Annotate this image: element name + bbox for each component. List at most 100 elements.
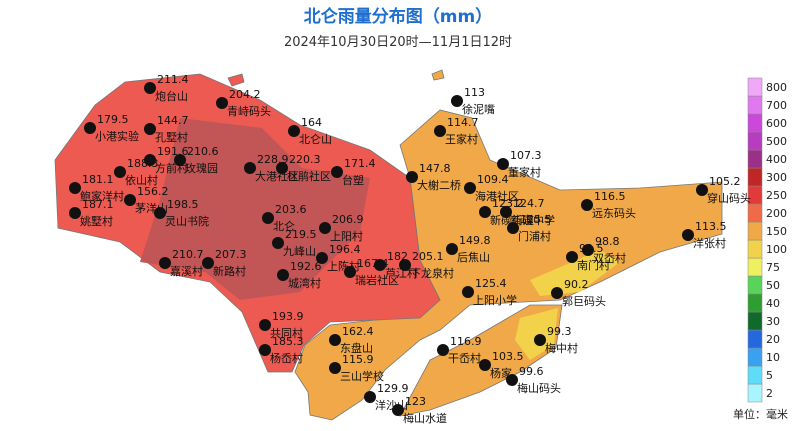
station-value: 124.7 <box>513 197 545 210</box>
station-dot <box>316 252 328 264</box>
station-value: 204.2 <box>229 88 261 101</box>
legend-label: 40 <box>766 297 780 310</box>
legend: 2 5 10 20 30 40 50 75 100 150 200 250 300 400 500 600 70… <box>747 77 787 403</box>
legend-swatch <box>747 239 763 259</box>
islet <box>227 73 245 87</box>
station-dot <box>244 162 256 174</box>
station-name: 依山村 <box>125 173 158 187</box>
station-name: 后焦山 <box>457 251 490 264</box>
station-name: 下龙泉村 <box>410 266 454 280</box>
station-dot <box>566 251 578 263</box>
legend-label: 300 <box>766 171 787 184</box>
station-value: 196.4 <box>329 243 361 256</box>
legend-swatch <box>747 131 763 151</box>
legend-swatch <box>747 203 763 223</box>
station-value: 123.2 <box>492 197 524 210</box>
station-dot <box>406 171 418 183</box>
station-dot <box>277 269 289 281</box>
station-dot <box>319 222 331 234</box>
station-name: 大港社区 <box>255 169 299 183</box>
region-dark <box>140 118 370 300</box>
station-name: 上阳村 <box>330 229 363 243</box>
station-name: 杜鹃社区 <box>287 169 331 183</box>
station-dot <box>507 222 519 234</box>
station-name: 玫瑰园 <box>185 161 218 175</box>
station-value: 105.2 <box>709 175 741 188</box>
station-dot <box>479 206 491 218</box>
station-dot <box>259 319 271 331</box>
unit-label: 单位：毫米 <box>733 407 788 421</box>
station-name: 灵山书院 <box>165 214 209 228</box>
station-value: 149.8 <box>459 234 491 247</box>
legend-swatch <box>747 77 763 97</box>
station-dot <box>551 287 563 299</box>
region-yellow <box>530 250 620 296</box>
station-name: 九峰山 <box>283 245 316 258</box>
station-value: 210.6 <box>187 145 219 158</box>
station-name: 三山学校 <box>340 369 384 383</box>
legend-label: 700 <box>766 99 787 112</box>
station-name: 小港实验 <box>95 129 139 143</box>
subtitle: 2024年10月30日20时—11月1日12时 <box>284 35 512 50</box>
station-name: 梅山码头 <box>517 381 561 395</box>
station-dot <box>154 207 166 219</box>
legend-label: 500 <box>766 135 787 148</box>
station-dot <box>682 229 694 241</box>
station-dot <box>451 95 463 107</box>
station-name: 嘉溪村 <box>170 264 203 278</box>
station-dot <box>272 237 284 249</box>
station-name: 徐泥嘴 <box>462 102 495 116</box>
station-value: 193.9 <box>272 310 304 323</box>
station-value: 187.1 <box>82 198 114 211</box>
station-dot <box>114 166 126 178</box>
station-value: 113 <box>464 86 485 99</box>
station-name: 台塑 <box>342 173 364 187</box>
station-value: 125.4 <box>475 277 507 290</box>
station-name: 新碶中学 <box>511 213 555 227</box>
legend-swatch <box>747 275 763 295</box>
legend-label: 2 <box>766 387 773 400</box>
station-dot <box>696 184 708 196</box>
station-name: 洋张村 <box>693 236 726 250</box>
station-dot <box>437 344 449 356</box>
legend-swatch <box>747 383 763 403</box>
legend-swatch <box>747 221 763 241</box>
station-dot <box>506 374 518 386</box>
land <box>54 69 723 421</box>
legend-label: 200 <box>766 207 787 220</box>
station-value: 109.4 <box>477 173 509 186</box>
station-name: 青峙码头 <box>227 104 271 118</box>
station-name: 东盘山 <box>340 341 373 355</box>
station-name: 梅中村 <box>545 341 578 355</box>
station-dot <box>479 359 491 371</box>
station-dot <box>144 154 156 166</box>
legend-label: 5 <box>766 369 773 382</box>
station-dot <box>500 206 512 218</box>
station-dot <box>124 194 136 206</box>
legend-label: 30 <box>766 315 780 328</box>
station-name: 干岙村 <box>448 351 481 365</box>
station-value: 90.2 <box>564 278 589 291</box>
legend-swatch <box>747 365 763 385</box>
station-dot <box>216 97 228 109</box>
legend-label: 75 <box>766 261 780 274</box>
station-value: 99.5 <box>579 242 604 255</box>
station-value: 192.6 <box>290 260 322 273</box>
station-dot <box>202 257 214 269</box>
station-dot <box>276 162 288 174</box>
station-dot <box>399 259 411 271</box>
station-dot <box>159 257 171 269</box>
station-name: 远东码头 <box>592 207 636 220</box>
station-dot <box>84 122 96 134</box>
station-value: 164 <box>301 116 322 129</box>
station-name: 穿山码头 <box>707 191 751 205</box>
station-value: 99.6 <box>519 365 544 378</box>
station-value: 171.4 <box>344 157 376 170</box>
station-name: 新路村 <box>213 264 246 278</box>
station-name: 双岙村 <box>593 251 626 265</box>
legend-swatch <box>747 347 763 367</box>
legend-label: 250 <box>766 189 787 202</box>
station-name: 郭巨码头 <box>562 295 606 308</box>
station-value: 99.3 <box>547 325 572 338</box>
station-value: 116.5 <box>594 190 626 203</box>
